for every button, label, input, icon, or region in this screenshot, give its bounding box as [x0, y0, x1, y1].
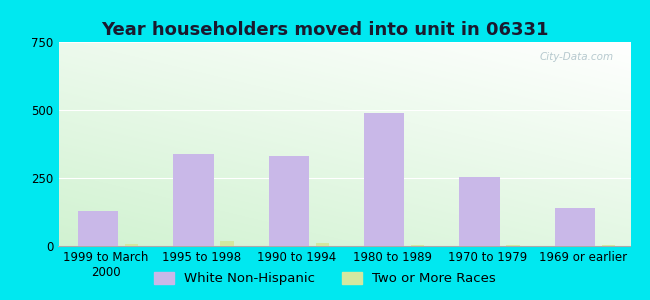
- Bar: [315, 243, 329, 246]
- Bar: [506, 245, 519, 246]
- Bar: [78, 211, 118, 246]
- Bar: [555, 208, 595, 246]
- Bar: [411, 245, 424, 246]
- Bar: [364, 113, 404, 246]
- Text: Year householders moved into unit in 06331: Year householders moved into unit in 063…: [101, 21, 549, 39]
- Text: City-Data.com: City-Data.com: [540, 52, 614, 62]
- Bar: [220, 241, 233, 246]
- Bar: [601, 245, 615, 246]
- Bar: [125, 244, 138, 246]
- Bar: [269, 156, 309, 246]
- Bar: [460, 177, 499, 246]
- Legend: White Non-Hispanic, Two or More Races: White Non-Hispanic, Two or More Races: [149, 266, 501, 290]
- Bar: [174, 154, 213, 246]
